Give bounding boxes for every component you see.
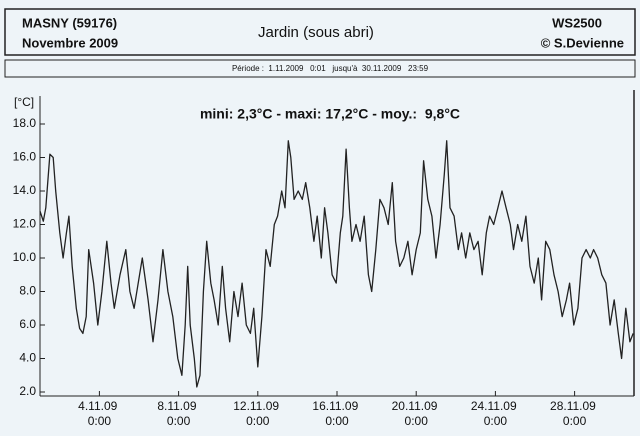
y-tick-label: 6.0 (19, 317, 36, 331)
x-tick-label: 4.11.09 0:00 (78, 399, 120, 428)
device: WS2500 (552, 15, 602, 30)
y-tick-label: 4.0 (19, 351, 36, 365)
period-box (4, 59, 636, 78)
station: MASNY (59176) (22, 15, 117, 30)
header-box (4, 8, 636, 56)
temperature-line (39, 140, 634, 388)
y-tick-label: 2.0 (19, 384, 36, 398)
y-tick-label: 12.0 (13, 217, 37, 231)
y-tick-label: 18.0 (13, 116, 37, 130)
x-tick-label: 24.11.09 0:00 (471, 399, 520, 428)
annotation: mini: 2,3°C - maxi: 17,2°C - moy.: 9,8°C (200, 106, 460, 122)
y-axis-label: [°C] (14, 95, 34, 109)
y-tick-label: 14.0 (13, 183, 37, 197)
x-tick-label: 16.11.09 0:00 (312, 399, 361, 428)
period: Période : 1.11.2009 0:01 jusqu'à 30.11.2… (232, 64, 429, 73)
month: Novembre 2009 (22, 35, 118, 50)
y-tick-label: 16.0 (13, 150, 37, 164)
x-tick-label: 12.11.09 0:00 (233, 399, 282, 428)
chart-title: Jardin (sous abri) (258, 24, 374, 41)
y-tick-label: 8.0 (19, 284, 36, 298)
y-tick-label: 10.0 (13, 250, 37, 264)
x-tick-label: 28.11.09 0:00 (550, 399, 599, 428)
x-tick-label: 20.11.09 0:00 (392, 399, 441, 428)
x-tick-label: 8.11.09 0:00 (157, 399, 199, 428)
author: © S.Devienne (541, 35, 624, 50)
